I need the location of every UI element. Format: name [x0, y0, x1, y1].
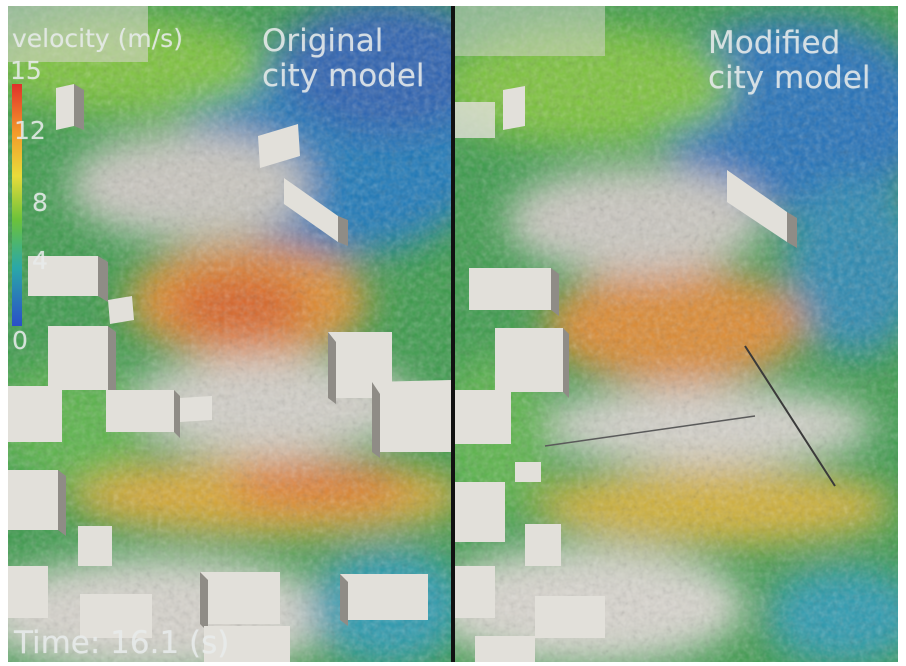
original-city-render — [8, 6, 451, 662]
time-readout: Time: 16.1 (s) — [14, 625, 230, 661]
legend-tick-15: 15 — [10, 56, 42, 85]
legend-tick-0: 0 — [12, 326, 28, 355]
legend-tick-4: 4 — [32, 246, 48, 275]
original-city-caption: Original city model — [262, 23, 425, 94]
buildings-left — [8, 6, 451, 662]
panel-divider — [451, 6, 455, 662]
legend-tick-8: 8 — [32, 188, 48, 217]
legend-colorbar — [12, 84, 22, 326]
original-city-panel — [8, 6, 451, 662]
modified-city-render — [455, 6, 898, 662]
modified-city-caption: Modified city model — [708, 25, 871, 96]
legend-tick-12: 12 — [14, 116, 46, 145]
modified-city-panel — [455, 6, 898, 662]
legend-title: velocity (m/s) — [12, 24, 183, 53]
buildings-right — [455, 6, 836, 662]
